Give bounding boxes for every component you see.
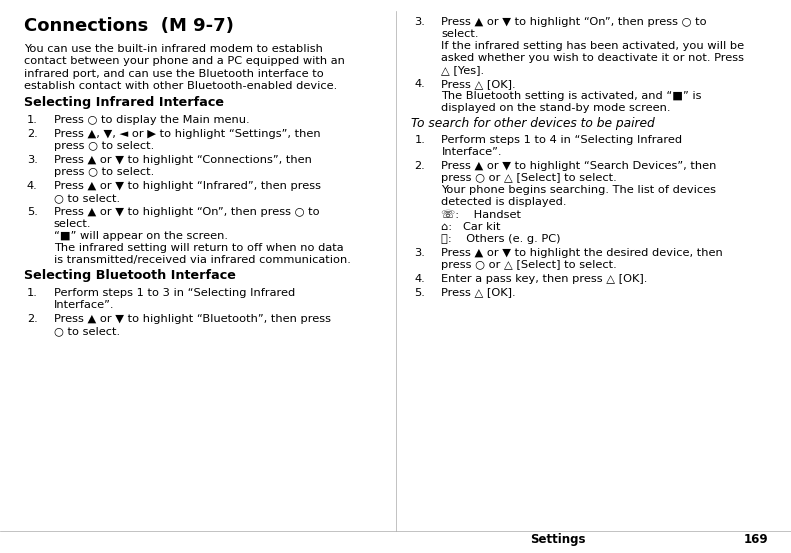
- Text: press ○ or △ [Select] to select.: press ○ or △ [Select] to select.: [441, 173, 617, 183]
- Text: press ○ to select.: press ○ to select.: [54, 141, 154, 151]
- Text: Press ○ to display the Main menu.: Press ○ to display the Main menu.: [54, 115, 249, 125]
- Text: Press △ [OK].: Press △ [OK].: [441, 288, 516, 298]
- Text: Press △ [OK].: Press △ [OK].: [441, 79, 516, 89]
- Text: Press ▲ or ▼ to highlight the desired device, then: Press ▲ or ▼ to highlight the desired de…: [441, 248, 723, 258]
- Text: You can use the built-in infrared modem to establish: You can use the built-in infrared modem …: [24, 44, 323, 54]
- Text: 3.: 3.: [27, 155, 38, 165]
- Text: detected is displayed.: detected is displayed.: [441, 197, 567, 207]
- Text: Selecting Infrared Interface: Selecting Infrared Interface: [24, 96, 224, 109]
- Text: 1.: 1.: [414, 135, 426, 145]
- Text: asked whether you wish to deactivate it or not. Press: asked whether you wish to deactivate it …: [441, 53, 744, 63]
- Text: press ○ to select.: press ○ to select.: [54, 167, 154, 177]
- Text: Your phone begins searching. The list of devices: Your phone begins searching. The list of…: [441, 185, 717, 195]
- Text: ❓:    Others (e. g. PC): ❓: Others (e. g. PC): [441, 234, 561, 244]
- Text: 169: 169: [744, 533, 768, 546]
- Text: Interface”.: Interface”.: [54, 300, 114, 310]
- Text: Press ▲ or ▼ to highlight “On”, then press ○ to: Press ▲ or ▼ to highlight “On”, then pre…: [54, 207, 320, 217]
- Text: If the infrared setting has been activated, you will be: If the infrared setting has been activat…: [441, 41, 744, 51]
- Text: Press ▲ or ▼ to highlight “Search Devices”, then: Press ▲ or ▼ to highlight “Search Device…: [441, 161, 717, 171]
- Text: Press ▲ or ▼ to highlight “On”, then press ○ to: Press ▲ or ▼ to highlight “On”, then pre…: [441, 17, 707, 27]
- Text: 2.: 2.: [27, 129, 38, 139]
- Text: Press ▲, ▼, ◄ or ▶ to highlight “Settings”, then: Press ▲, ▼, ◄ or ▶ to highlight “Setting…: [54, 129, 320, 139]
- Text: 5.: 5.: [27, 207, 38, 217]
- Text: infrared port, and can use the Bluetooth interface to: infrared port, and can use the Bluetooth…: [24, 69, 324, 79]
- Text: ☏:    Handset: ☏: Handset: [441, 210, 521, 220]
- Text: Enter a pass key, then press △ [OK].: Enter a pass key, then press △ [OK].: [441, 274, 648, 284]
- Text: Interface”.: Interface”.: [441, 147, 501, 157]
- Text: The infrared setting will return to off when no data: The infrared setting will return to off …: [54, 243, 343, 253]
- Text: 3.: 3.: [414, 248, 426, 258]
- Text: establish contact with other Bluetooth-enabled device.: establish contact with other Bluetooth-e…: [24, 81, 337, 91]
- Text: 1.: 1.: [27, 115, 38, 125]
- Text: is transmitted/received via infrared communication.: is transmitted/received via infrared com…: [54, 255, 350, 265]
- Text: select.: select.: [441, 29, 479, 39]
- Text: 2.: 2.: [27, 314, 38, 324]
- Text: Press ▲ or ▼ to highlight “Bluetooth”, then press: Press ▲ or ▼ to highlight “Bluetooth”, t…: [54, 314, 331, 324]
- Text: 4.: 4.: [414, 79, 426, 89]
- Text: Connections  (M 9-7): Connections (M 9-7): [24, 17, 233, 35]
- Text: ○ to select.: ○ to select.: [54, 193, 120, 203]
- Text: “■” will appear on the screen.: “■” will appear on the screen.: [54, 231, 228, 241]
- Text: 4.: 4.: [27, 181, 38, 191]
- Text: 4.: 4.: [414, 274, 426, 284]
- Text: ⌂:   Car kit: ⌂: Car kit: [441, 222, 501, 232]
- Text: press ○ or △ [Select] to select.: press ○ or △ [Select] to select.: [441, 260, 617, 270]
- Text: 1.: 1.: [27, 288, 38, 298]
- Text: select.: select.: [54, 219, 91, 229]
- Text: 2.: 2.: [414, 161, 426, 171]
- Text: displayed on the stand-by mode screen.: displayed on the stand-by mode screen.: [441, 103, 671, 113]
- Text: △ [Yes].: △ [Yes].: [441, 65, 485, 75]
- Text: Press ▲ or ▼ to highlight “Infrared”, then press: Press ▲ or ▼ to highlight “Infrared”, th…: [54, 181, 321, 191]
- Text: To search for other devices to be paired: To search for other devices to be paired: [411, 117, 655, 131]
- Text: Perform steps 1 to 3 in “Selecting Infrared: Perform steps 1 to 3 in “Selecting Infra…: [54, 288, 295, 298]
- Text: 5.: 5.: [414, 288, 426, 298]
- Text: Selecting Bluetooth Interface: Selecting Bluetooth Interface: [24, 269, 236, 283]
- Text: Press ▲ or ▼ to highlight “Connections”, then: Press ▲ or ▼ to highlight “Connections”,…: [54, 155, 312, 165]
- Text: contact between your phone and a PC equipped with an: contact between your phone and a PC equi…: [24, 56, 345, 66]
- Text: ○ to select.: ○ to select.: [54, 326, 120, 336]
- Text: 3.: 3.: [414, 17, 426, 27]
- Text: Settings: Settings: [530, 533, 585, 546]
- Text: The Bluetooth setting is activated, and “■” is: The Bluetooth setting is activated, and …: [441, 91, 702, 101]
- Text: Perform steps 1 to 4 in “Selecting Infrared: Perform steps 1 to 4 in “Selecting Infra…: [441, 135, 683, 145]
